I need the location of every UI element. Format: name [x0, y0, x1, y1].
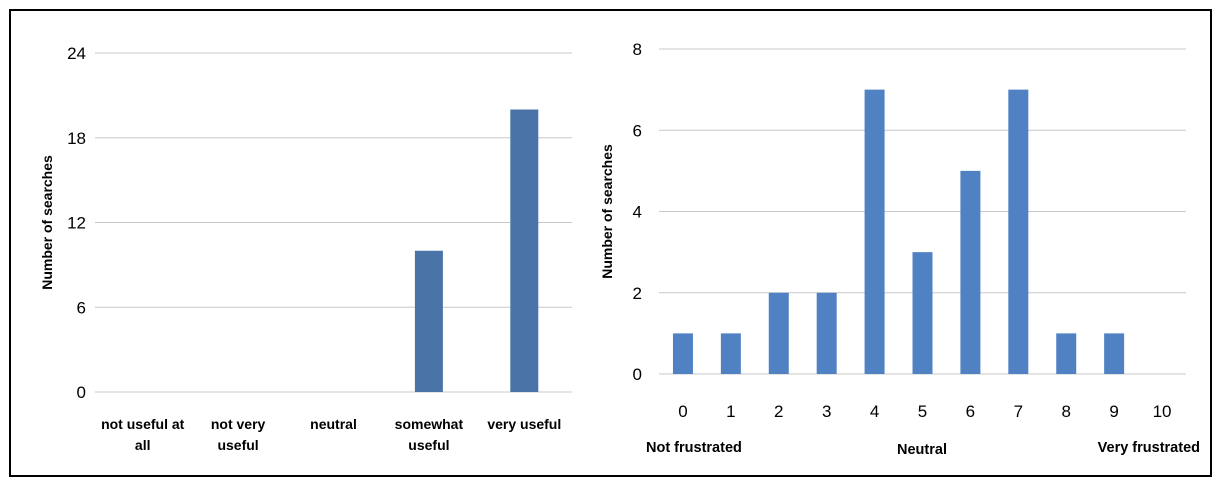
- x-tick-label: all: [135, 437, 151, 453]
- x-tick-label: 0: [678, 402, 687, 421]
- x-tick-label: not useful at: [101, 416, 185, 432]
- y-tick-label: 2: [633, 284, 642, 303]
- bar: [960, 170, 981, 374]
- x-tick-label: not very: [211, 416, 266, 432]
- x-tick-label: 10: [1153, 402, 1172, 421]
- usefulness-chart: 0 6 12 18 24 Number of searches not useful at a…: [39, 44, 572, 453]
- y-axis-label: Number of searches: [39, 155, 55, 290]
- y-tick-label: 6: [633, 121, 642, 140]
- y-tick-label: 4: [633, 203, 642, 222]
- x-tick-label: 7: [1014, 402, 1023, 421]
- x-tick-label: 5: [918, 402, 927, 421]
- x-tick-label: useful: [408, 437, 449, 453]
- frustration-chart: 0 2 4 6 8 Number of searches 0 1 2 3 4 5 6 7 8 9 10 Not f…: [599, 40, 1200, 458]
- x-tick-label: useful: [217, 437, 258, 453]
- bar: [414, 250, 443, 392]
- bar: [816, 292, 837, 374]
- x-tick-label: 9: [1109, 402, 1118, 421]
- bar: [1056, 333, 1077, 374]
- y-tick-label: 24: [67, 44, 86, 63]
- bar: [864, 89, 885, 374]
- x-tick-label: very useful: [487, 416, 561, 432]
- x-tick-label: somewhat: [395, 416, 464, 432]
- axis-annotation: Very frustrated: [1098, 440, 1200, 456]
- x-tick-label: 4: [870, 402, 879, 421]
- y-tick-label: 0: [633, 365, 642, 384]
- y-axis-label: Number of searches: [599, 144, 615, 279]
- bar: [912, 252, 933, 374]
- bar: [768, 292, 789, 374]
- y-tick-label: 8: [633, 40, 642, 59]
- bar: [1008, 89, 1029, 374]
- bar: [1104, 333, 1125, 374]
- axis-annotation: Neutral: [897, 442, 947, 458]
- x-tick-label: 3: [822, 402, 831, 421]
- bar: [720, 333, 741, 374]
- x-tick-label: 8: [1061, 402, 1070, 421]
- y-tick-label: 0: [77, 383, 86, 402]
- bar: [672, 333, 693, 374]
- y-tick-label: 12: [67, 214, 86, 233]
- x-tick-label: 2: [774, 402, 783, 421]
- x-tick-label: 1: [726, 402, 735, 421]
- y-tick-label: 18: [67, 129, 86, 148]
- axis-annotation: Not frustrated: [646, 440, 742, 456]
- y-tick-label: 6: [77, 298, 86, 317]
- x-tick-label: neutral: [310, 416, 357, 432]
- x-tick-label: 6: [966, 402, 975, 421]
- bar: [510, 109, 539, 392]
